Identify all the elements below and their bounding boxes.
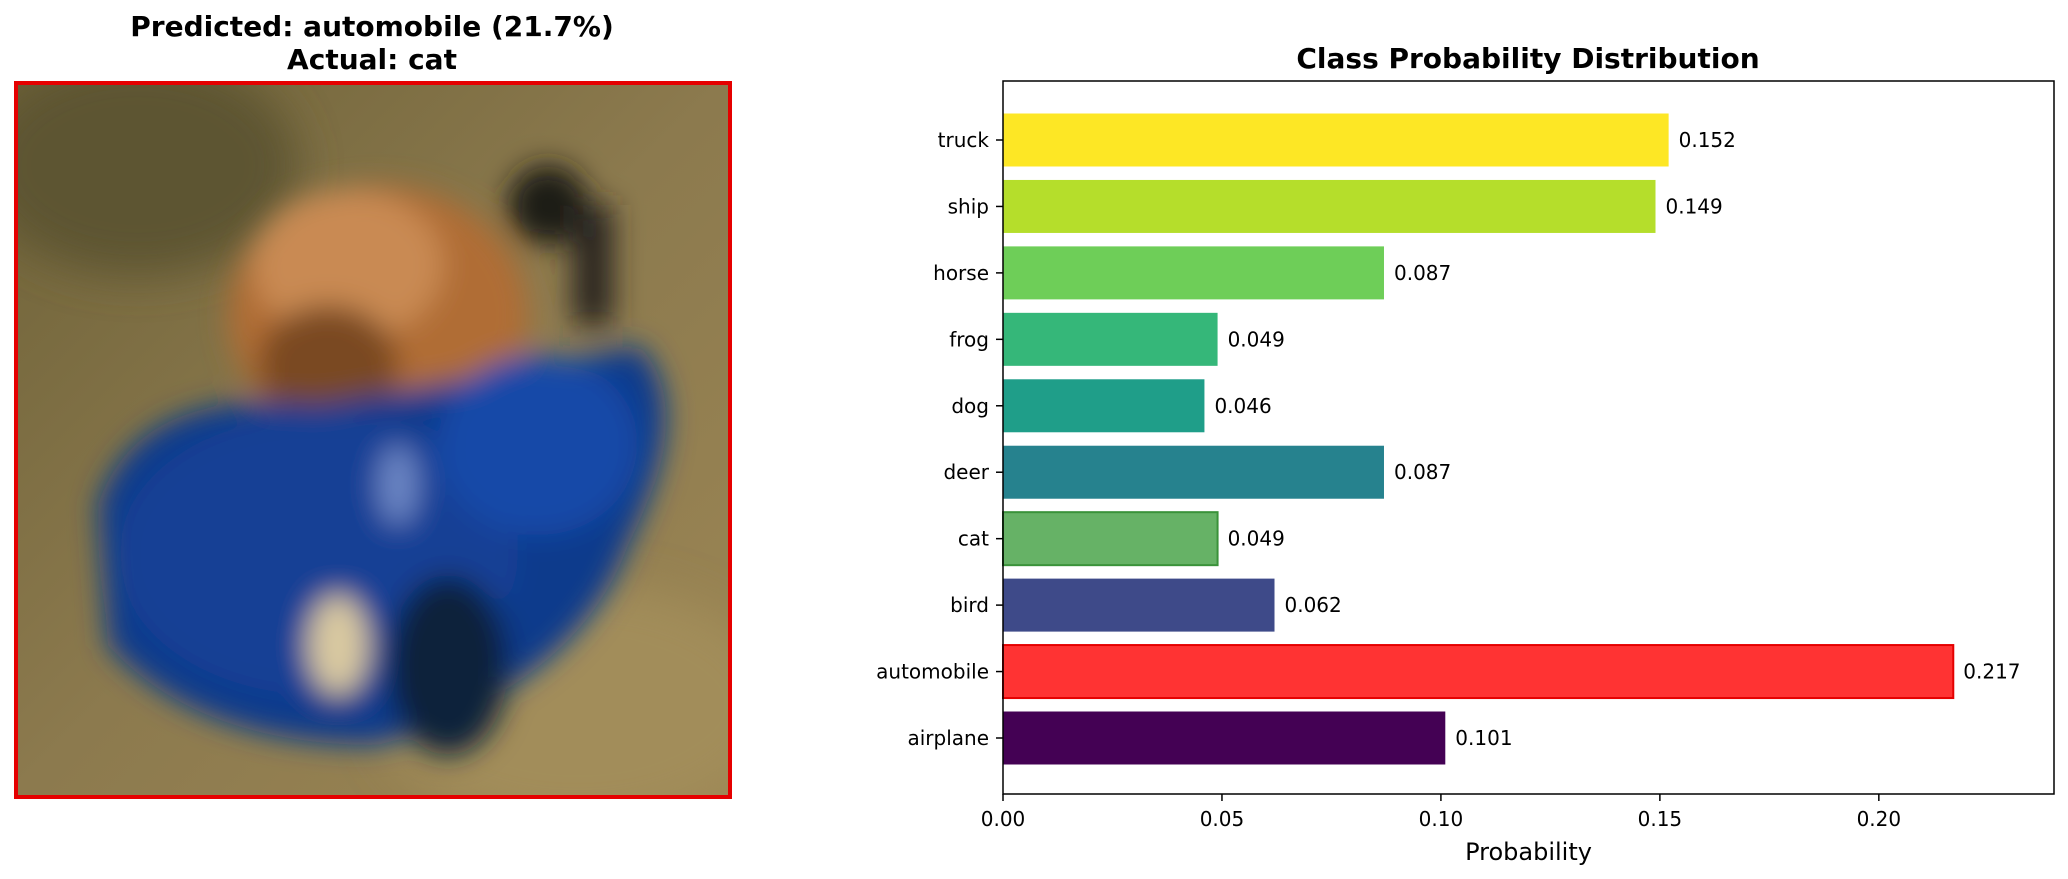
category-label-airplane: airplane [907,726,989,750]
value-label-dog: 0.046 [1214,394,1271,418]
value-label-airplane: 0.101 [1455,726,1512,750]
value-label-cat: 0.049 [1228,527,1285,551]
category-label-ship: ship [948,194,989,218]
category-label-bird: bird [950,593,989,617]
actual-label: Actual: cat [287,43,457,76]
value-label-automobile: 0.217 [1963,660,2020,684]
category-label-automobile: automobile [876,660,989,684]
xtick-label: 0.15 [1638,807,1683,831]
category-label-deer: deer [943,460,989,484]
bar-bird [1003,578,1275,632]
value-label-bird: 0.062 [1285,593,1342,617]
value-label-frog: 0.049 [1228,327,1285,351]
category-label-horse: horse [933,261,989,285]
plot-frame [1002,80,2055,795]
bar-dog [1003,379,1205,433]
image-title: Predicted: automobile (21.7%) Actual: ca… [12,10,732,76]
bar-deer [1003,445,1384,499]
xtick-label: 0.10 [1419,807,1464,831]
category-label-frog: frog [949,327,989,351]
value-label-deer: 0.087 [1394,460,1451,484]
value-label-horse: 0.087 [1394,261,1451,285]
bar-automobile [1002,644,1955,700]
xtick-label: 0.05 [1200,807,1245,831]
value-label-ship: 0.149 [1665,194,1722,218]
bar-ship [1003,179,1656,233]
x-axis-label: Probability [1465,838,1592,866]
value-label-truck: 0.152 [1679,128,1736,152]
chart-title: Class Probability Distribution [1296,42,1760,75]
category-label-dog: dog [951,394,989,418]
bar-truck [1003,113,1669,167]
category-label-cat: cat [958,527,989,551]
xtick-label: 0.20 [1857,807,1902,831]
xtick-label: 0.00 [981,807,1026,831]
category-label-truck: truck [938,128,990,152]
input-image [14,81,732,799]
bar-cat [1002,511,1219,567]
bar-airplane [1003,711,1446,765]
predicted-label: Predicted: automobile (21.7%) [130,10,614,43]
cat-in-toy-car-photo [18,85,728,795]
bar-frog [1003,312,1218,366]
bar-horse [1003,246,1384,300]
